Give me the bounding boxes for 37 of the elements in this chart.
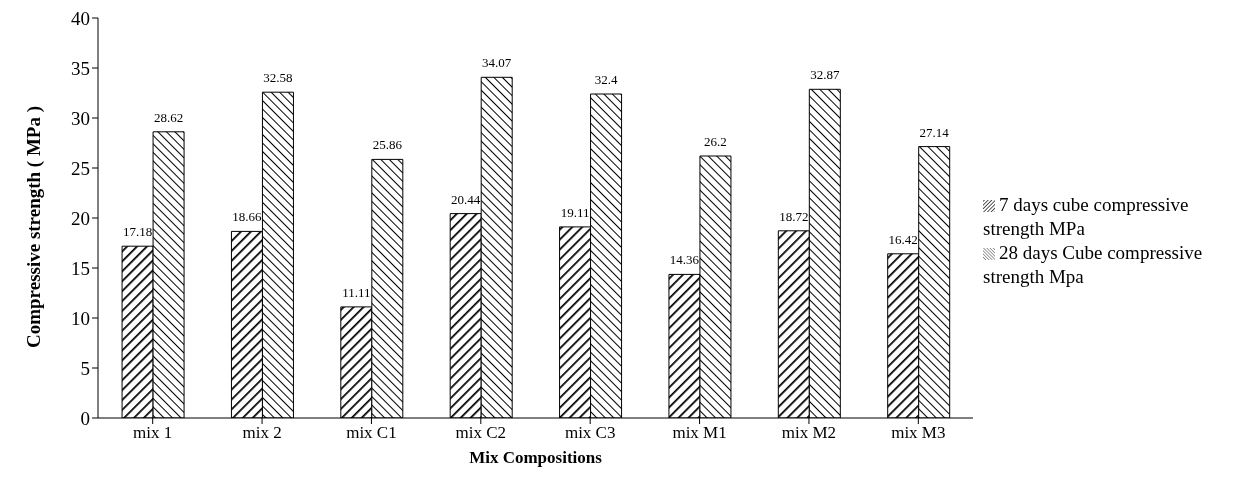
data-label: 34.07	[482, 55, 512, 71]
y-tick-label: 30	[71, 107, 90, 129]
x-axis-title: Mix Compositions	[469, 448, 603, 467]
y-tick-label: 35	[71, 57, 90, 79]
data-label: 27.14	[919, 124, 950, 140]
data-label: 16.42	[888, 231, 918, 247]
data-label: 32.4	[594, 72, 618, 87]
data-label: 28.62	[153, 109, 184, 125]
x-tick-label: mix C2	[455, 423, 507, 443]
data-label: 26.2	[704, 134, 727, 149]
y-tick-label: 0	[80, 407, 90, 429]
data-label: 14.36	[669, 252, 700, 268]
y-tick-label: 20	[71, 207, 90, 229]
x-tick-label: mix M1	[672, 423, 727, 443]
data-label: 32.87	[810, 67, 840, 83]
data-label: 25.86	[372, 137, 403, 153]
y-tick-label: 25	[71, 157, 90, 179]
data-label: 20.44	[451, 191, 481, 207]
x-tick-label: mix C3	[564, 423, 616, 443]
y-tick-label: 40	[71, 7, 90, 29]
x-tick-label: mix 1	[133, 423, 173, 443]
x-tick-label: mix C1	[346, 423, 397, 443]
data-label: 11.11	[342, 284, 371, 300]
y-tick-label: 5	[80, 357, 90, 379]
x-tick-label: mix 2	[242, 423, 282, 443]
y-tick-label: 10	[71, 307, 90, 329]
data-label: 17.18	[122, 224, 153, 240]
x-tick-label: mix M2	[781, 423, 837, 443]
legend-label: 28 days Cube compressive strength Mpa	[983, 241, 1203, 287]
data-label: 32.58	[263, 70, 293, 86]
y-axis-title: Compressive strength ( MPa )	[22, 105, 45, 348]
y-tick-label: 15	[71, 257, 90, 279]
legend-label: 7 days cube compressive strength MPa	[983, 193, 1189, 239]
data-label: 18.66	[232, 209, 263, 225]
data-label: 19.11	[560, 204, 590, 220]
x-tick-label: mix M3	[891, 423, 946, 443]
data-label: 18.72	[779, 208, 809, 224]
